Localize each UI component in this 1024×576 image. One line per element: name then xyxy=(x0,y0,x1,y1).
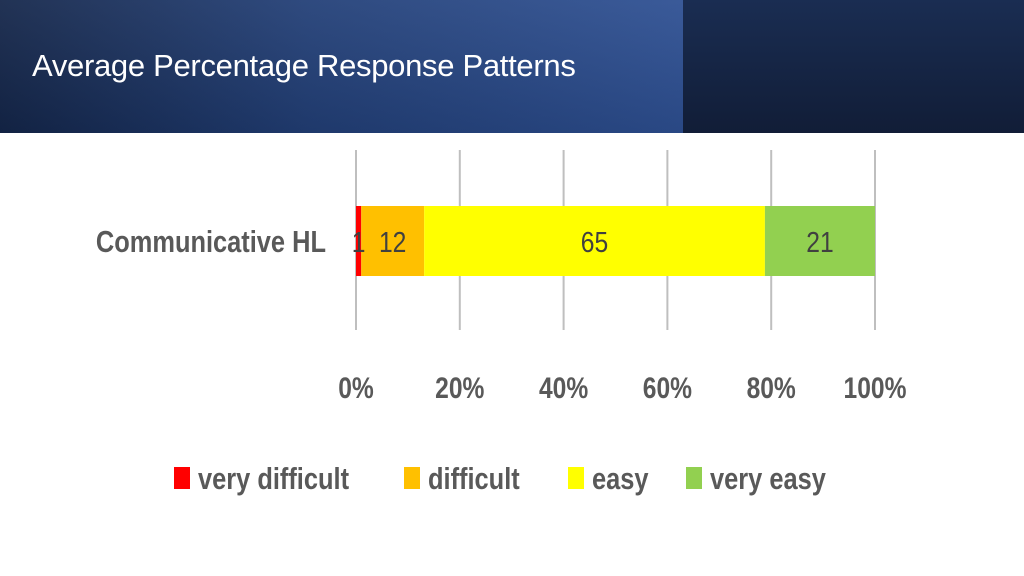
x-tick-label: 20% xyxy=(435,371,484,405)
bar-segment xyxy=(424,206,765,276)
legend-swatch xyxy=(174,467,190,489)
legend-label: very difficult xyxy=(198,462,350,497)
legend-label: easy xyxy=(592,462,649,497)
x-tick-label: 40% xyxy=(539,371,588,405)
legend-swatch xyxy=(686,467,702,489)
category-labels: Communicative HL xyxy=(96,225,326,260)
data-label: 12 xyxy=(379,226,406,258)
x-axis-tick-labels: 0% 20% 40% 60% 80% 100% xyxy=(338,371,906,405)
header-panel-right xyxy=(683,0,1024,133)
stacked-bar-chart: 1 12 65 21 Communicative HL 0% 20% 40% 60% 80% 1… xyxy=(96,150,906,497)
legend-swatch xyxy=(404,467,420,489)
x-tick-label: 80% xyxy=(747,371,796,405)
x-tick-label: 100% xyxy=(844,371,907,405)
category-label: Communicative HL xyxy=(96,225,326,260)
data-label: 1 xyxy=(352,226,366,258)
data-label: 21 xyxy=(806,226,833,258)
bar-segments xyxy=(356,206,875,276)
bar-segment xyxy=(356,206,362,276)
data-labels: 1 12 65 21 xyxy=(352,226,834,258)
legend-label: very easy xyxy=(710,462,826,497)
header-panel-left xyxy=(0,0,683,133)
data-label: 65 xyxy=(581,226,608,258)
legend-swatch xyxy=(568,467,584,489)
x-tick-label: 60% xyxy=(643,371,692,405)
bar-segment xyxy=(361,206,425,276)
slide-title: Average Percentage Response Patterns xyxy=(32,48,576,83)
bar-segment xyxy=(764,206,875,276)
x-tick-label: 0% xyxy=(338,371,374,405)
legend: very difficult difficult easy very easy xyxy=(174,462,826,497)
slide-header: Average Percentage Response Patterns xyxy=(0,0,1024,133)
legend-label: difficult xyxy=(428,462,520,497)
